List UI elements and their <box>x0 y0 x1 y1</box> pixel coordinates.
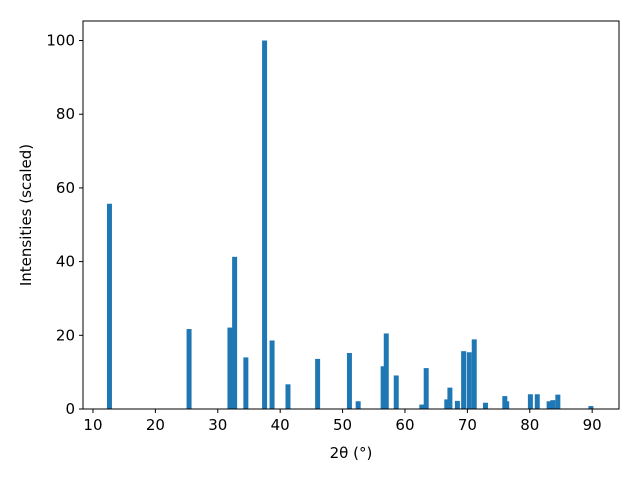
bar <box>186 329 192 409</box>
bar <box>380 366 386 409</box>
x-axis-label: 2θ (°) <box>330 444 373 462</box>
bar <box>454 400 460 409</box>
bar <box>588 406 594 409</box>
y-tick-label: 60 <box>56 179 75 197</box>
bar <box>527 394 533 409</box>
x-tick-label: 70 <box>458 416 477 434</box>
bar <box>262 40 268 410</box>
bar <box>355 401 361 409</box>
bar <box>461 351 467 409</box>
x-tick-label: 60 <box>395 416 414 434</box>
bar <box>269 340 275 409</box>
bar <box>419 404 425 409</box>
x-tick-label: 10 <box>83 416 102 434</box>
x-tick-label: 50 <box>333 416 352 434</box>
y-tick-label: 80 <box>56 105 75 123</box>
bar <box>546 401 552 409</box>
bar <box>471 339 477 409</box>
bar <box>444 399 450 409</box>
bar <box>315 358 321 409</box>
plot-frame <box>82 20 620 410</box>
bar <box>466 352 472 409</box>
y-tick-label: 20 <box>56 326 75 344</box>
bar <box>243 357 249 409</box>
x-tick-label: 40 <box>271 416 290 434</box>
bar <box>482 402 488 409</box>
bar <box>346 352 352 409</box>
x-tick-label: 30 <box>208 416 227 434</box>
bar <box>285 384 291 409</box>
bar <box>534 394 540 409</box>
y-tick-label: 40 <box>56 253 75 271</box>
bar <box>555 394 561 409</box>
bar <box>106 203 112 409</box>
y-axis-label: Intensities (scaled) <box>17 144 35 286</box>
bar <box>423 368 429 409</box>
x-tick-label: 80 <box>520 416 539 434</box>
bar <box>447 387 453 409</box>
bar <box>550 400 556 409</box>
bar <box>383 333 389 409</box>
x-tick-label: 20 <box>146 416 165 434</box>
bar <box>227 327 233 409</box>
y-tick-label: 0 <box>65 400 75 418</box>
bar <box>393 375 399 409</box>
bar <box>232 256 238 409</box>
bar <box>504 401 510 409</box>
y-tick-label: 100 <box>46 32 75 50</box>
x-tick-label: 90 <box>583 416 602 434</box>
